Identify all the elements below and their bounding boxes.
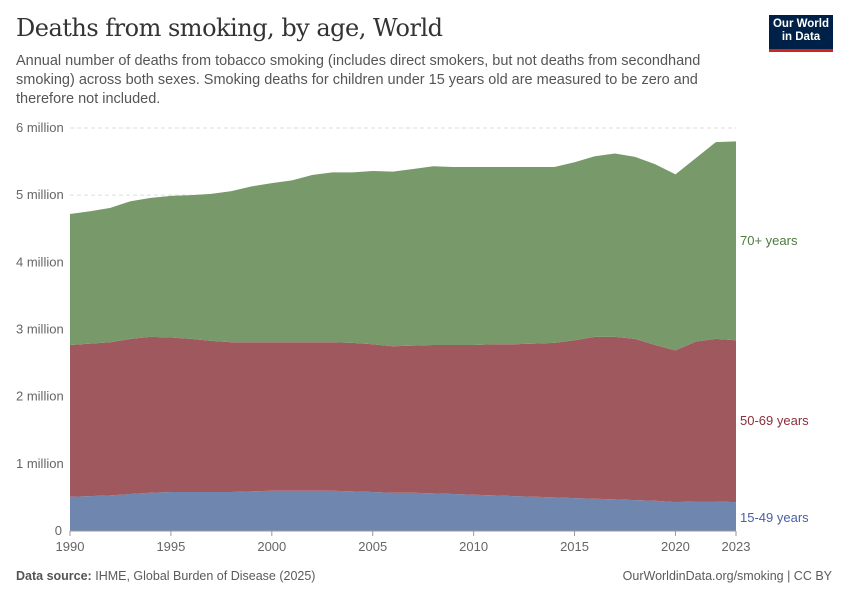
y-tick-label: 6 million <box>16 120 64 135</box>
x-tick-label: 2023 <box>722 539 751 554</box>
owid-logo[interactable]: Our World in Data <box>769 15 833 52</box>
x-tick-label: 1995 <box>156 539 185 554</box>
logo-line2: in Data <box>781 31 821 43</box>
credit-link[interactable]: OurWorldinData.org/smoking | CC BY <box>622 569 832 583</box>
y-tick-label: 1 million <box>16 456 64 471</box>
source-label: Data source: <box>16 569 92 583</box>
x-tick-label: 2015 <box>560 539 589 554</box>
legend-label: 70+ years <box>740 233 798 248</box>
x-tick-label: 2005 <box>358 539 387 554</box>
logo-line1: Our World <box>772 18 829 30</box>
area-50-69-years <box>70 336 736 503</box>
area-15-49-years <box>70 490 736 531</box>
chart-title: Deaths from smoking, by age, World <box>16 14 443 42</box>
source-text[interactable]: IHME, Global Burden of Disease (2025) <box>95 569 316 583</box>
y-tick-label: 3 million <box>16 322 64 337</box>
x-tick-label: 2020 <box>661 539 690 554</box>
data-source: Data source: IHME, Global Burden of Dise… <box>16 569 315 583</box>
y-tick-label: 5 million <box>16 187 64 202</box>
legend-label: 15-49 years <box>740 510 809 525</box>
y-tick-label: 0 <box>55 523 62 538</box>
x-tick-label: 2000 <box>257 539 286 554</box>
legend-label: 50-69 years <box>740 413 809 428</box>
y-tick-label: 4 million <box>16 254 64 269</box>
x-tick-label: 2010 <box>459 539 488 554</box>
y-tick-label: 2 million <box>16 389 64 404</box>
area-70-years <box>70 141 736 351</box>
chart-subtitle: Annual number of deaths from tobacco smo… <box>16 53 701 107</box>
x-tick-label: 1990 <box>56 539 85 554</box>
